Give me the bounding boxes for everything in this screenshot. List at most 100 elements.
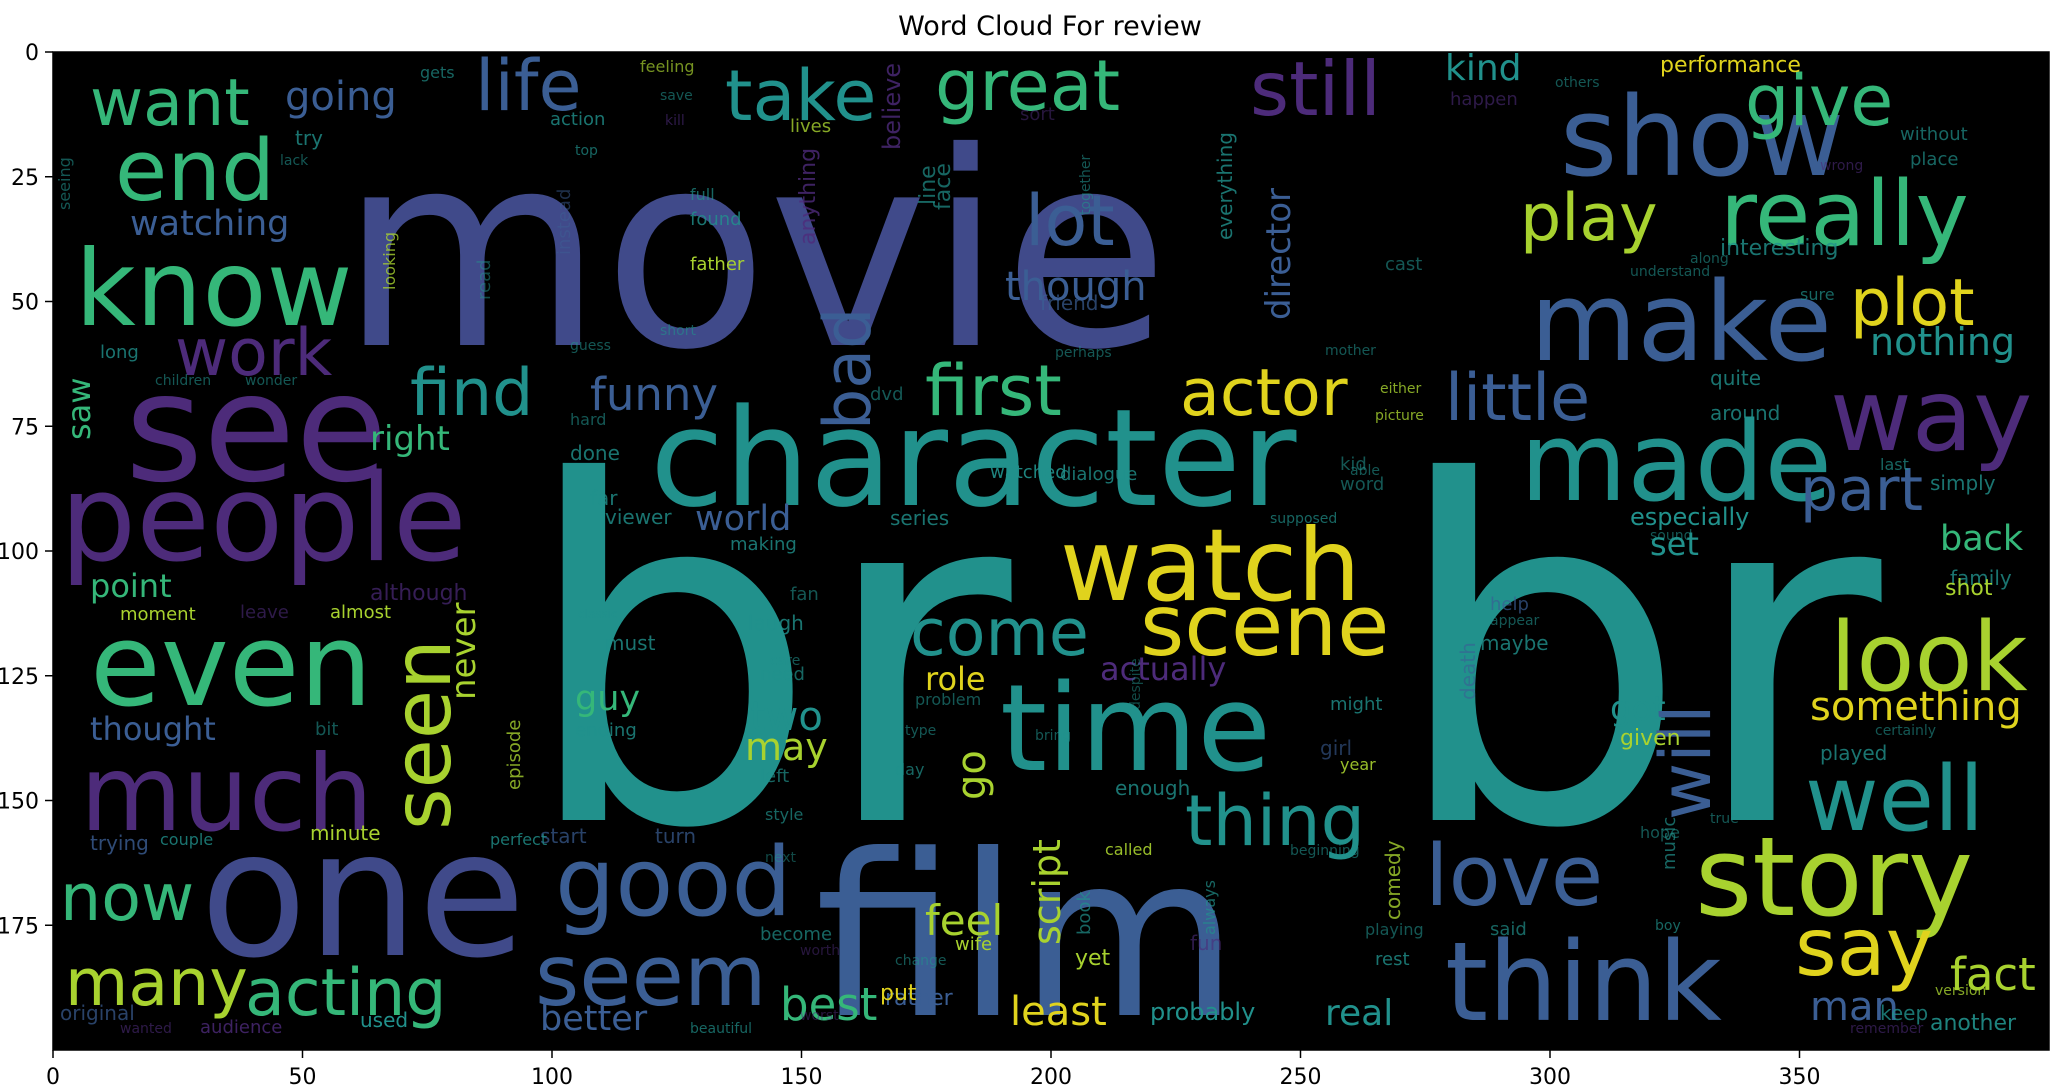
word-style: style — [765, 805, 803, 824]
word-probably: probably — [1150, 998, 1255, 1026]
word-simply: simply — [1930, 471, 1996, 495]
word-happen: happen — [1450, 89, 1518, 110]
word-done: done — [570, 441, 620, 465]
word-br: br — [520, 384, 1017, 931]
word-give: give — [1745, 60, 1893, 142]
word-nothing: nothing — [1870, 320, 2015, 364]
word-movie: movie — [340, 94, 1169, 409]
word-director: director — [1259, 188, 1299, 320]
word-real: real — [1325, 993, 1393, 1034]
word-children: children — [155, 373, 211, 389]
word-beginning: beginning — [1290, 843, 1360, 859]
word-people: people — [60, 450, 467, 589]
word-word: word — [1340, 474, 1384, 495]
word-true: true — [1710, 811, 1739, 827]
word-go: go — [949, 750, 995, 800]
y-tick-label: 125 — [0, 665, 39, 690]
word-think: think — [1445, 918, 1722, 1046]
word-scene: scene — [1140, 577, 1389, 676]
word-instead: instead — [554, 189, 575, 255]
word-part: part — [1800, 455, 1923, 525]
word-well: well — [1805, 747, 1984, 852]
word-little: little — [1445, 361, 1590, 436]
x-tick-label: 350 — [1779, 1065, 1821, 1087]
word-yet: yet — [1075, 946, 1111, 971]
word-change: change — [895, 953, 947, 969]
word-layer: br brmoviefilmonecharacterseepeopleevenmu… — [55, 45, 2036, 1069]
word-come: come — [910, 596, 1089, 671]
word-one: one — [200, 794, 526, 997]
word-script: script — [1025, 839, 1069, 945]
word-boy: boy — [1655, 918, 1681, 934]
word-used: used — [360, 1008, 408, 1032]
word-certainly: certainly — [1875, 723, 1936, 739]
word-looking: looking — [380, 232, 399, 290]
word-thing: thing — [1185, 780, 1365, 862]
word-bring: bring — [1035, 728, 1071, 744]
word-never: never — [444, 602, 484, 700]
word-despite: despite — [1128, 658, 1144, 710]
word-better: better — [540, 999, 648, 1039]
word-classic: classic — [578, 607, 618, 621]
word-appear: appear — [1490, 613, 1540, 629]
word-rest: rest — [1375, 949, 1410, 970]
word-still: still — [1250, 45, 1381, 133]
word-picture: picture — [1375, 408, 1424, 424]
x-tick-label: 250 — [1280, 1065, 1322, 1087]
word-show: show — [1560, 73, 1844, 201]
word-without: without — [1900, 124, 1968, 145]
word-around: around — [1710, 401, 1780, 425]
word-last: last — [1880, 455, 1909, 474]
word-need: need — [760, 664, 805, 685]
word-set: set — [1650, 525, 1699, 563]
word-friend: friend — [1040, 291, 1099, 315]
word-original: original — [60, 1001, 135, 1025]
word-sort: sort — [1020, 104, 1055, 125]
word-kill: kill — [665, 113, 685, 129]
word-seen: seen — [376, 639, 469, 830]
word-viewer: viewer — [605, 505, 672, 529]
word-seem: seem — [535, 927, 767, 1026]
word-end: end — [115, 122, 275, 221]
word-short: short — [660, 323, 696, 339]
word-long: long — [100, 342, 139, 363]
word-shot: shot — [1945, 576, 1993, 601]
word-place: place — [1910, 149, 1958, 170]
y-tick-label: 75 — [11, 415, 39, 440]
word-always: always — [1200, 880, 1219, 935]
word-saw: saw — [60, 378, 98, 440]
word-actually: actually — [1100, 650, 1226, 688]
word-perfect: perfect — [490, 830, 547, 849]
word-say: say — [1795, 901, 1933, 994]
word-got: got — [1610, 689, 1666, 729]
word-ending: ending — [575, 720, 637, 741]
word-role: role — [925, 660, 986, 698]
word-anything: anything — [796, 148, 821, 245]
word-supposed: supposed — [1270, 511, 1337, 527]
word-everything: everything — [1213, 132, 1237, 240]
word-help: help — [1490, 594, 1529, 615]
word-put: put — [880, 981, 917, 1006]
word-sure: sure — [1800, 285, 1835, 304]
word-acting: acting — [245, 956, 447, 1031]
word-able: able — [1350, 463, 1380, 479]
word-feel: feel — [925, 896, 1003, 945]
word-playing: playing — [1365, 920, 1424, 939]
word-lack: lack — [280, 153, 309, 169]
chart-title: Word Cloud For review — [898, 11, 1202, 42]
word-couple: couple — [160, 830, 213, 849]
word-keep: keep — [1880, 1001, 1928, 1025]
word-family: family — [1950, 566, 2012, 590]
word-death: death — [1456, 642, 1480, 700]
word-others: others — [1555, 75, 1600, 91]
word-will: will — [1645, 704, 1727, 820]
word-dialogue: dialogue — [1060, 464, 1137, 485]
word-even: even — [90, 599, 372, 733]
word-hope: hope — [1640, 823, 1680, 842]
x-tick-label: 0 — [46, 1065, 60, 1087]
word-worth: worth — [800, 943, 840, 959]
word-something: something — [1810, 684, 2022, 730]
word-make: make — [1530, 258, 1832, 386]
word-watch: watch — [1060, 507, 1361, 624]
